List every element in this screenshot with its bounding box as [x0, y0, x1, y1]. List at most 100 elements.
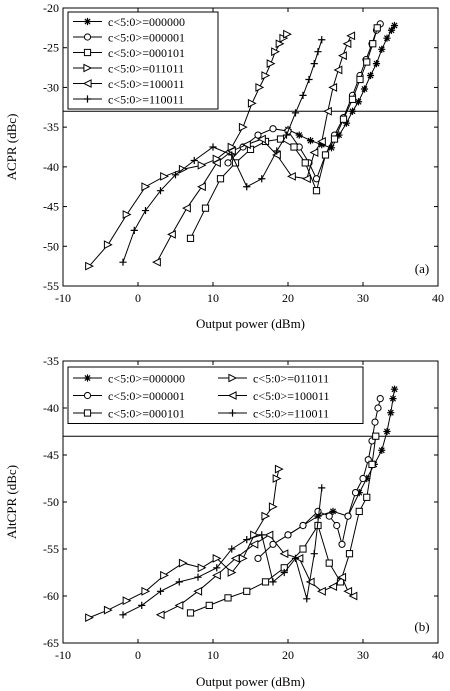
series-line [190, 27, 378, 239]
data-point [212, 570, 221, 580]
legend-marker [82, 79, 92, 88]
data-point [243, 183, 251, 191]
y-tick-label: -45 [43, 448, 59, 462]
data-point [182, 203, 191, 213]
data-point [279, 549, 289, 559]
legend-label: c<5:0>=011011 [108, 62, 184, 76]
legend-marker [83, 391, 92, 400]
data-point [274, 464, 284, 474]
series-star [284, 21, 399, 152]
data-point [212, 158, 221, 168]
data-point [310, 60, 318, 68]
data-point [329, 507, 337, 515]
data-point [178, 558, 188, 568]
plot-frame [62, 7, 439, 287]
data-point [273, 147, 281, 155]
data-point [369, 40, 377, 48]
data-point [363, 474, 371, 483]
data-point [291, 554, 300, 562]
data-point [85, 261, 94, 271]
y-tick-label: -60 [43, 589, 59, 603]
series-triangle-right [85, 29, 292, 271]
data-point [197, 563, 207, 573]
data-point [119, 258, 127, 266]
legend-label: c<5:0>=000101 [108, 46, 185, 60]
data-point [314, 48, 322, 56]
data-point [141, 586, 151, 596]
series-line [122, 39, 323, 263]
x-tick-label: 10 [207, 648, 219, 662]
y-tick-label: -40 [43, 401, 59, 415]
legend-marker [228, 409, 237, 417]
data-point [355, 489, 363, 497]
data-point [383, 427, 391, 436]
data-point [355, 507, 363, 515]
data-point [314, 507, 322, 515]
data-point [271, 47, 280, 57]
data-point [346, 31, 356, 41]
data-point [317, 137, 326, 146]
data-point [230, 553, 240, 563]
legend-label: c<5:0>=011011 [253, 372, 329, 386]
data-point [348, 95, 357, 103]
x-tick-label: 10 [207, 291, 219, 305]
data-point [310, 550, 318, 558]
legend-label: c<5:0>=110011 [253, 407, 329, 421]
y-tick-label: -55 [43, 542, 59, 556]
data-point [186, 609, 195, 617]
y-tick-label: -65 [43, 636, 59, 650]
data-point [228, 151, 236, 159]
data-point [174, 600, 184, 610]
x-axis-label: Output power (dBm) [196, 674, 305, 689]
data-point [389, 395, 397, 403]
x-tick-label: -10 [55, 648, 71, 662]
data-point [390, 21, 399, 30]
data-point [387, 26, 396, 34]
legend-label: c<5:0>=000101 [108, 407, 185, 421]
data-point [119, 611, 127, 619]
x-tick-label: 0 [135, 291, 141, 305]
data-point [122, 210, 132, 219]
data-point [291, 109, 300, 117]
data-point [212, 553, 222, 563]
series-triangle-right [85, 464, 284, 623]
series-triangle-left [155, 530, 358, 620]
data-point [372, 60, 381, 68]
data-point [205, 601, 213, 609]
data-point [209, 143, 217, 151]
data-point [345, 550, 354, 558]
data-point [258, 175, 266, 183]
y-tick-label: -40 [43, 160, 59, 174]
data-point [372, 432, 380, 440]
series-circle [254, 395, 384, 563]
legend-marker [83, 95, 92, 103]
data-point [167, 229, 176, 239]
x-tick-label: 30 [357, 291, 369, 305]
legend-label: c<5:0>=110011 [108, 93, 184, 107]
data-point [257, 134, 266, 144]
data-point [376, 395, 384, 403]
data-point [264, 530, 274, 540]
data-point [269, 125, 277, 133]
data-point [152, 257, 161, 267]
data-point [175, 578, 183, 586]
data-point [186, 234, 195, 242]
data-point [254, 131, 262, 139]
data-point [190, 156, 198, 165]
chart-panel-b: -10 0 10 20 30 40 -65 -60 -55 -50 -45 -40 -35 c<5:0>=… [4, 354, 444, 689]
data-point [383, 34, 391, 42]
data-point [103, 240, 113, 250]
y-tick-label: -45 [43, 200, 59, 214]
data-point [378, 446, 386, 454]
data-point [299, 545, 307, 553]
data-point [359, 474, 367, 483]
y-tick-label: -55 [43, 279, 59, 293]
series-line [89, 468, 280, 619]
data-point [321, 151, 330, 159]
data-point [138, 601, 146, 609]
y-tick-label: -25 [43, 41, 59, 55]
data-point [290, 143, 298, 151]
data-point [261, 511, 271, 521]
legend-label: c<5:0>=000000 [108, 15, 185, 29]
